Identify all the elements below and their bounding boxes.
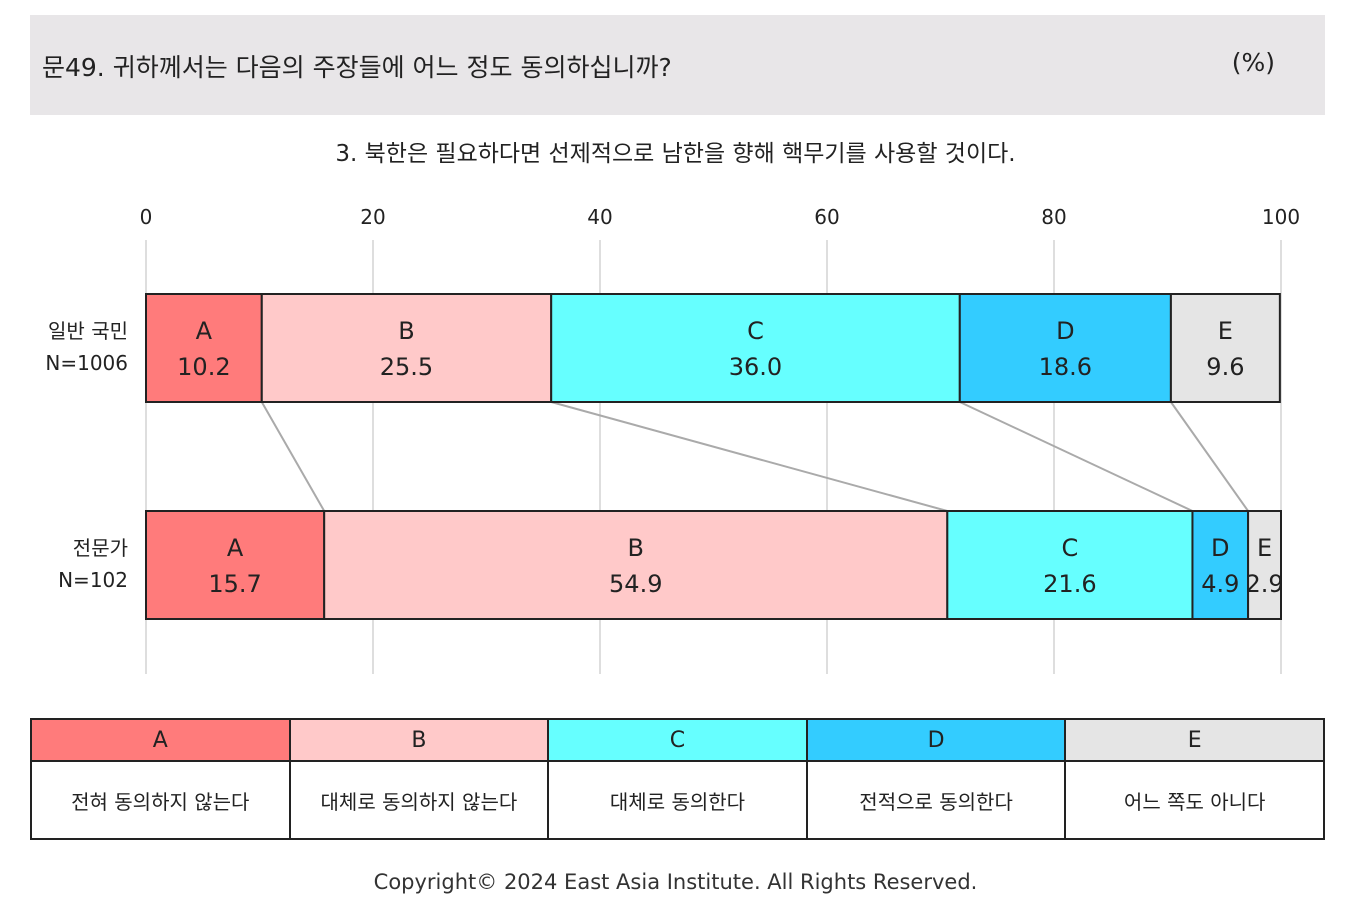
segment-letter-a-2: A [227, 534, 244, 562]
legend-key-b: B [288, 718, 550, 762]
bar-segment-b-2 [323, 510, 949, 620]
legend-label-b: 대체로 동의하지 않는다 [288, 760, 550, 840]
connector-line-c [959, 401, 1193, 512]
segment-letter-b-1: B [398, 317, 414, 345]
legend-key-c: C [547, 718, 808, 762]
connector-line-d [1170, 401, 1249, 512]
legend-label-c: 대체로 동의한다 [547, 760, 808, 840]
legend-label-a: 전혀 동의하지 않는다 [30, 760, 291, 840]
data-label-a-2: 15.7 [208, 570, 261, 598]
question-title: 문49. 귀하께서는 다음의 주장들에 어느 정도 동의하십니까? [42, 53, 672, 82]
bar-segment-c-2 [946, 510, 1194, 620]
data-label-c-2: 21.6 [1043, 570, 1096, 598]
question-header: 문49. 귀하께서는 다음의 주장들에 어느 정도 동의하십니까? (%) [30, 15, 1325, 115]
x-tick-label-0: 0 [140, 205, 153, 229]
data-label-b-2: 54.9 [609, 570, 662, 598]
segment-letter-c-2: C [1062, 534, 1079, 562]
connector-line-a [260, 401, 326, 512]
legend-label-d: 전적으로 동의한다 [805, 760, 1067, 840]
segment-letter-b-2: B [628, 534, 644, 562]
bar-segment-a-2 [145, 510, 326, 620]
bar-segment-a-1 [145, 293, 263, 403]
x-tick-label-40: 40 [587, 205, 612, 229]
x-tick-label-60: 60 [814, 205, 839, 229]
bar-segment-e-2 [1247, 510, 1282, 620]
stacked-bar-chart: 0 20 40 60 80 100 A 10.2 B 25.5 C 36.0 D 18.6 E 9.6 일반 국… [45, 205, 1300, 674]
segment-letter-a-1: A [196, 317, 213, 345]
x-tick-label-100: 100 [1262, 205, 1300, 229]
unit-label: (%) [1231, 48, 1275, 77]
data-label-e-1: 9.6 [1206, 353, 1244, 381]
data-label-d-2: 4.9 [1201, 570, 1239, 598]
bar-segment-c-1 [550, 293, 961, 403]
legend-table: A B C D E 전혀 동의하지 않는다 대체로 동의하지 않는다 대체로 동… [30, 718, 1325, 840]
segment-letter-c-1: C [747, 317, 764, 345]
connector-line-b [550, 401, 948, 512]
x-tick-label-80: 80 [1041, 205, 1066, 229]
segment-letter-d-2: D [1211, 534, 1229, 562]
category-label-2: 전문가 [73, 536, 128, 560]
x-tick-label-20: 20 [360, 205, 385, 229]
data-label-b-1: 25.5 [380, 353, 433, 381]
legend-key-d: D [805, 718, 1067, 762]
data-label-a-1: 10.2 [177, 353, 230, 381]
bar-segment-d-2 [1191, 510, 1250, 620]
bar-segment-e-1 [1169, 293, 1281, 403]
chart-subtitle: 3. 북한은 필요하다면 선제적으로 남한을 향해 핵무기를 사용할 것이다. [335, 141, 1016, 167]
bar-segment-d-1 [958, 293, 1172, 403]
category-n-2: N=102 [58, 568, 128, 592]
bar-segment-b-1 [260, 293, 553, 403]
data-label-e-2: 2.9 [1245, 570, 1283, 598]
category-label-1: 일반 국민 [48, 319, 128, 343]
data-label-c-1: 36.0 [729, 353, 782, 381]
legend-key-e: E [1064, 718, 1325, 762]
category-n-1: N=1006 [45, 351, 128, 375]
segment-letter-e-2: E [1257, 534, 1272, 562]
copyright-footer: Copyright© 2024 East Asia Institute. All… [373, 870, 978, 894]
legend-label-e: 어느 쪽도 아니다 [1064, 760, 1325, 840]
legend-key-a: A [30, 718, 291, 762]
segment-letter-d-1: D [1056, 317, 1074, 345]
data-label-d-1: 18.6 [1039, 353, 1092, 381]
segment-letter-e-1: E [1218, 317, 1233, 345]
